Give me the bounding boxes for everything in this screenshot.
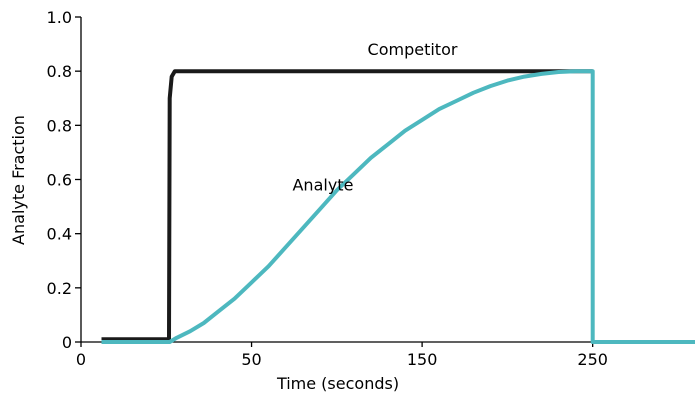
y-tick-label: 0.4 [47,225,72,244]
y-tick-label: 0.8 [47,116,72,135]
y-tick-label: 0.2 [47,279,72,298]
competitor-line [101,69,593,342]
y-tick-label: 0 [62,333,72,352]
series-layer [101,69,695,344]
analyte-line [101,69,695,344]
annotation-competitor-label: Competitor [368,40,458,59]
y-tick-label: 0.8 [47,62,72,81]
x-ticks: 0 50 150 250 [76,342,608,369]
y-axis-title: Analyte Fraction [9,115,28,245]
x-tick-label: 250 [577,350,608,369]
x-tick-label: 150 [407,350,438,369]
x-tick-label: 0 [76,350,86,369]
y-tick-label: 0.6 [47,171,72,190]
y-ticks: 0 0.2 0.4 0.6 0.8 0.8 1.0 [47,8,81,352]
x-axis-title: Time (seconds) [276,374,399,393]
annotations: Competitor Analyte [292,40,457,194]
y-tick-label: 1.0 [47,8,72,27]
axes [80,17,695,343]
annotation-analyte-label: Analyte [292,175,353,194]
x-tick-label: 50 [241,350,261,369]
